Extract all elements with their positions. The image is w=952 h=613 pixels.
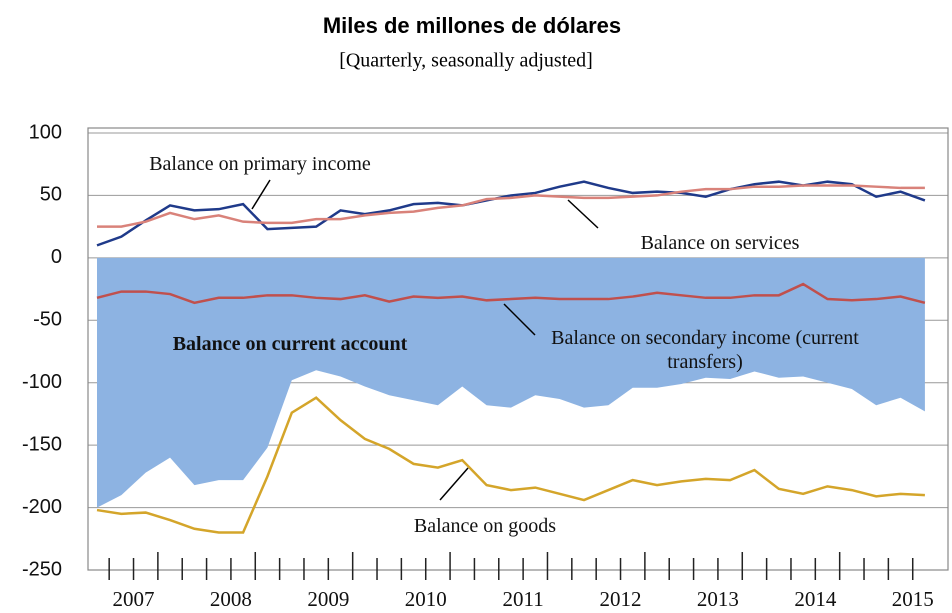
annotation-arrows bbox=[251, 179, 599, 501]
area bbox=[97, 257, 925, 508]
y-tick-label: 100 bbox=[29, 121, 62, 143]
x-tick-label: 2015 bbox=[892, 587, 934, 611]
x-tick-label: 2011 bbox=[503, 587, 544, 611]
annotation-secondary-income: Balance on secondary income (current tra… bbox=[551, 327, 859, 373]
arrow bbox=[503, 303, 536, 336]
plot-frame bbox=[87, 127, 949, 571]
x-tick-label: 2010 bbox=[405, 587, 447, 611]
line bbox=[96, 396, 925, 534]
annotation-services: Balance on services bbox=[640, 232, 800, 254]
annotation-goods: Balance on goods bbox=[413, 515, 557, 537]
x-tick-label: 2014 bbox=[794, 587, 837, 611]
arrow bbox=[439, 467, 469, 501]
x-tick-label: 2008 bbox=[210, 587, 252, 611]
x-tick-label: 2012 bbox=[600, 587, 642, 611]
x-tick-label: 2009 bbox=[307, 587, 349, 611]
arrow bbox=[251, 179, 271, 210]
y-tick-label: 50 bbox=[40, 184, 62, 206]
chart-title: Miles de millones de dólares bbox=[323, 13, 621, 38]
y-tick-label: 0 bbox=[51, 246, 62, 268]
annotation-primary-income: Balance on primary income bbox=[149, 153, 371, 175]
annotation-current-account: Balance on current account bbox=[172, 333, 408, 355]
line bbox=[96, 180, 926, 247]
arrow bbox=[567, 199, 599, 229]
chart-subtitle: [Quarterly, seasonally adjusted] bbox=[339, 50, 593, 72]
y-tick-label: -200 bbox=[22, 496, 62, 518]
x-tick-label: 2013 bbox=[697, 587, 739, 611]
line bbox=[97, 184, 925, 228]
y-tick-label: -100 bbox=[22, 371, 62, 393]
line bbox=[96, 282, 926, 305]
y-tick-label: -50 bbox=[33, 309, 62, 331]
x-tick-label: 2007 bbox=[113, 587, 155, 611]
y-tick-label: -250 bbox=[22, 558, 62, 580]
y-tick-label: -150 bbox=[22, 433, 62, 455]
